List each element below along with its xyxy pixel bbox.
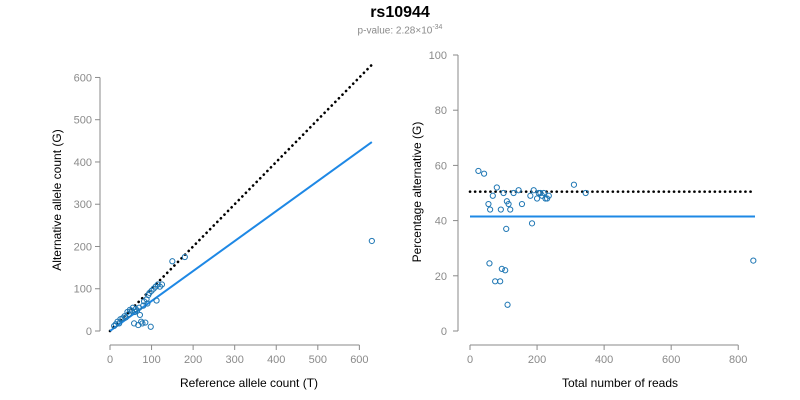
y-tick-label: 60 <box>435 160 447 172</box>
right-y-axis-title: Percentage alternative (G) <box>410 122 424 263</box>
data-point <box>497 206 504 213</box>
x-tick-label: 0 <box>467 354 473 366</box>
left-scatter-panel: Reference allele count (T) Alternative a… <box>50 63 375 390</box>
y-tick-label: 100 <box>74 284 92 296</box>
data-point <box>500 189 507 197</box>
chart-subtitle: p-value: 2.28×10-34 <box>0 24 800 36</box>
data-point <box>505 200 512 208</box>
data-point <box>518 200 526 208</box>
y-tick-label: 600 <box>74 72 92 84</box>
data-point <box>510 189 517 197</box>
data-point <box>493 184 500 191</box>
y-tick-label: 80 <box>435 105 447 117</box>
data-point <box>116 320 123 327</box>
x-tick-label: 400 <box>267 354 285 366</box>
data-point <box>750 257 757 264</box>
data-point <box>533 195 541 202</box>
data-point <box>138 318 145 325</box>
x-tick-label: 400 <box>595 354 613 366</box>
right-scatter-panel: Total number of reads Percentage alterna… <box>410 50 757 390</box>
y-tick-label: 40 <box>435 216 447 228</box>
y-tick-label: 100 <box>429 50 447 62</box>
y-tick-label: 200 <box>74 241 92 253</box>
data-point <box>181 253 188 261</box>
data-point <box>158 281 166 288</box>
y-tick-label: 0 <box>86 326 92 338</box>
y-tick-label: 0 <box>441 326 447 338</box>
data-point <box>475 167 482 175</box>
fitted-line <box>109 141 373 332</box>
left-y-axis-title: Alternative allele count (G) <box>50 129 64 270</box>
data-point <box>169 258 176 265</box>
data-point <box>540 189 547 197</box>
x-tick-label: 600 <box>350 354 368 366</box>
x-tick-label: 100 <box>142 354 160 366</box>
x-tick-label: 200 <box>528 354 546 366</box>
data-point <box>497 278 504 285</box>
data-point <box>489 192 496 199</box>
data-point <box>530 187 537 194</box>
data-point <box>502 267 509 274</box>
data-point <box>492 278 499 285</box>
data-point <box>527 192 534 199</box>
data-point <box>147 323 154 330</box>
x-tick-label: 300 <box>226 354 244 366</box>
data-point <box>582 189 589 197</box>
x-tick-label: 200 <box>184 354 202 366</box>
data-point <box>487 206 494 213</box>
right-x-axis-title: Total number of reads <box>562 376 678 390</box>
data-point <box>504 301 511 308</box>
data-point <box>545 192 552 199</box>
left-x-axis-title: Reference allele count (T) <box>180 376 318 390</box>
x-tick-label: 500 <box>309 354 327 366</box>
x-tick-label: 0 <box>107 354 113 366</box>
data-point <box>528 220 536 227</box>
pvalue-text: p-value: 2.28×10 <box>357 25 433 37</box>
chart-title: rs10944 <box>370 4 430 21</box>
data-point <box>485 200 492 208</box>
y-tick-label: 500 <box>74 115 92 127</box>
y-tick-label: 300 <box>74 199 92 211</box>
data-point <box>570 181 578 188</box>
data-point <box>368 237 375 245</box>
data-point <box>142 319 149 326</box>
data-point <box>507 206 514 213</box>
y-tick-label: 20 <box>435 271 447 283</box>
data-point <box>139 320 146 327</box>
data-point <box>503 225 510 232</box>
data-point <box>153 297 160 304</box>
data-point <box>136 311 144 319</box>
data-point <box>498 265 505 272</box>
y-tick-label: 400 <box>74 157 92 169</box>
data-point <box>111 322 118 330</box>
data-point <box>144 300 151 307</box>
data-point <box>486 260 493 267</box>
data-point <box>515 187 522 194</box>
x-tick-label: 600 <box>662 354 680 366</box>
data-point <box>480 170 488 177</box>
x-tick-label: 800 <box>729 354 747 366</box>
data-point <box>132 305 139 313</box>
pvalue-exponent: -34 <box>432 24 443 31</box>
